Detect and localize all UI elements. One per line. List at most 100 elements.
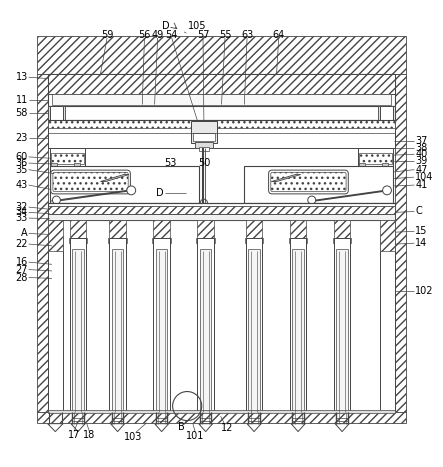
Text: 47: 47 bbox=[415, 165, 427, 175]
Polygon shape bbox=[111, 424, 124, 432]
Bar bbox=[70, 220, 86, 238]
Circle shape bbox=[127, 186, 136, 195]
Bar bbox=[47, 410, 396, 413]
Circle shape bbox=[52, 196, 60, 204]
Text: 27: 27 bbox=[16, 265, 28, 275]
Text: 49: 49 bbox=[152, 30, 164, 41]
Text: 15: 15 bbox=[415, 226, 427, 236]
Text: 101: 101 bbox=[186, 431, 204, 441]
Text: 43: 43 bbox=[16, 180, 28, 190]
Bar bbox=[50, 106, 63, 145]
Bar bbox=[291, 242, 305, 248]
Bar bbox=[47, 106, 65, 120]
Bar bbox=[378, 106, 396, 120]
Text: 14: 14 bbox=[415, 238, 427, 248]
Polygon shape bbox=[51, 191, 133, 201]
Bar bbox=[47, 203, 396, 220]
Polygon shape bbox=[247, 424, 261, 432]
Bar bbox=[47, 238, 63, 412]
Bar bbox=[51, 153, 84, 164]
Text: 53: 53 bbox=[165, 158, 177, 168]
Text: 57: 57 bbox=[197, 30, 209, 41]
Bar bbox=[380, 106, 393, 145]
Text: 37: 37 bbox=[415, 136, 427, 146]
FancyBboxPatch shape bbox=[271, 172, 346, 191]
Text: 50: 50 bbox=[198, 158, 211, 168]
Text: 34: 34 bbox=[16, 207, 28, 217]
Polygon shape bbox=[335, 424, 349, 432]
Text: 55: 55 bbox=[219, 30, 231, 41]
Bar bbox=[47, 74, 396, 93]
FancyBboxPatch shape bbox=[51, 170, 130, 194]
Bar bbox=[109, 220, 126, 238]
Polygon shape bbox=[101, 175, 129, 182]
Text: 58: 58 bbox=[16, 108, 28, 118]
Bar bbox=[249, 249, 260, 412]
Bar bbox=[111, 247, 124, 250]
Text: 63: 63 bbox=[241, 30, 253, 41]
FancyBboxPatch shape bbox=[53, 172, 128, 191]
Bar bbox=[289, 238, 307, 243]
Bar bbox=[396, 74, 406, 412]
Bar bbox=[112, 249, 123, 412]
Bar bbox=[335, 242, 349, 248]
Bar bbox=[334, 220, 350, 238]
Circle shape bbox=[383, 186, 392, 195]
Text: 64: 64 bbox=[272, 30, 285, 41]
Text: C: C bbox=[415, 206, 422, 217]
Bar bbox=[382, 163, 389, 168]
Bar bbox=[72, 249, 84, 412]
Text: 35: 35 bbox=[16, 165, 28, 175]
Bar bbox=[359, 153, 392, 164]
Circle shape bbox=[308, 196, 316, 204]
Bar bbox=[290, 238, 307, 412]
Text: 18: 18 bbox=[83, 430, 96, 440]
Bar bbox=[50, 148, 85, 166]
Bar bbox=[47, 220, 63, 251]
Bar bbox=[291, 247, 305, 250]
Text: 56: 56 bbox=[138, 30, 151, 41]
Text: 13: 13 bbox=[16, 72, 28, 82]
Polygon shape bbox=[198, 424, 213, 432]
Text: 102: 102 bbox=[415, 286, 434, 296]
Bar bbox=[248, 247, 260, 250]
Text: 12: 12 bbox=[221, 423, 233, 433]
Polygon shape bbox=[47, 424, 63, 432]
Text: 32: 32 bbox=[16, 202, 28, 212]
Bar bbox=[47, 206, 396, 214]
Text: 40: 40 bbox=[415, 149, 427, 159]
Bar bbox=[71, 242, 85, 248]
FancyBboxPatch shape bbox=[268, 170, 348, 194]
Text: B: B bbox=[178, 422, 184, 432]
Bar bbox=[197, 238, 214, 412]
Circle shape bbox=[200, 199, 207, 206]
Bar bbox=[50, 166, 199, 203]
Bar bbox=[51, 163, 57, 168]
Text: 36: 36 bbox=[16, 158, 28, 168]
Text: 104: 104 bbox=[415, 172, 434, 182]
Bar bbox=[244, 166, 393, 203]
Text: 16: 16 bbox=[16, 257, 28, 267]
Bar bbox=[196, 238, 215, 243]
Polygon shape bbox=[271, 175, 301, 182]
Text: 103: 103 bbox=[124, 432, 143, 442]
Bar bbox=[245, 238, 263, 243]
Bar bbox=[290, 220, 307, 238]
Polygon shape bbox=[310, 191, 391, 201]
Bar bbox=[152, 238, 171, 243]
Bar bbox=[199, 247, 212, 250]
Text: 23: 23 bbox=[16, 133, 28, 142]
Bar bbox=[153, 220, 170, 238]
Bar bbox=[37, 412, 406, 423]
Bar bbox=[333, 238, 351, 243]
Bar bbox=[37, 74, 47, 412]
Bar bbox=[71, 247, 85, 250]
Bar bbox=[70, 238, 86, 412]
Text: 28: 28 bbox=[16, 273, 28, 283]
Bar bbox=[155, 247, 168, 250]
Text: 33: 33 bbox=[16, 213, 28, 223]
Text: 105: 105 bbox=[188, 21, 206, 31]
Text: A: A bbox=[21, 228, 28, 239]
Text: 17: 17 bbox=[68, 430, 80, 440]
Bar bbox=[47, 120, 396, 148]
